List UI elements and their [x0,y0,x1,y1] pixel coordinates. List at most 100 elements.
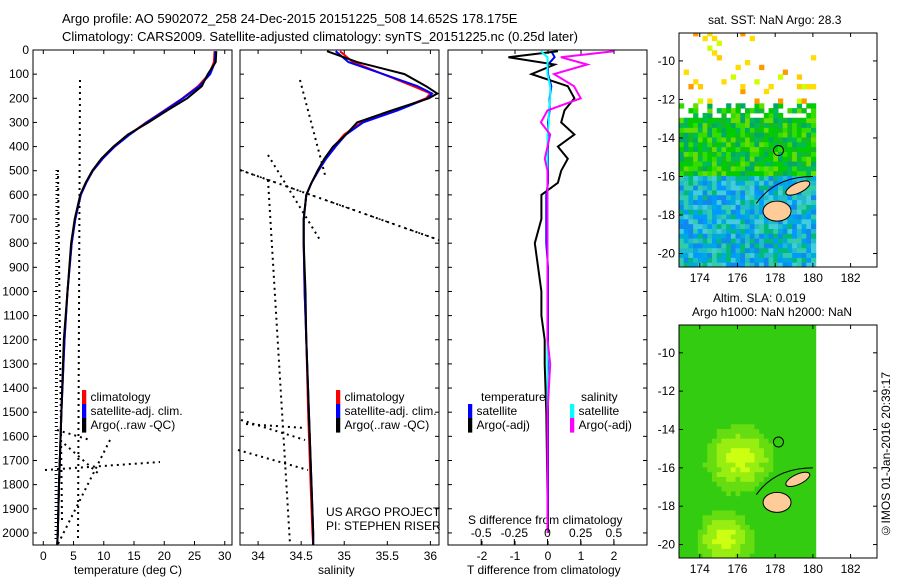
map-cell [679,490,685,497]
map-cell [782,428,788,434]
map-cell [716,447,722,454]
y-tick-label: 400 [9,140,29,154]
map-cell [712,438,718,444]
map-cell [716,332,722,338]
map-cell [745,108,751,114]
map-cell [754,146,760,152]
map-cell [792,390,798,396]
map-cell [796,84,803,90]
map-cell [763,238,770,244]
map-cell [754,98,760,104]
map-cell [749,409,755,415]
map-cell [693,452,699,458]
map-cell [773,165,779,172]
map-cell [697,490,704,497]
map-cell [787,399,793,406]
map-cell [811,127,817,133]
map-cell [730,433,737,439]
map-cell [716,548,722,554]
map-cell [782,233,788,239]
map-cell [693,394,699,401]
map-cell [730,257,737,263]
map-cell [763,199,770,205]
map-cell [796,452,803,458]
x-tick-label: 36 [424,549,438,563]
map-cell [778,423,784,430]
map-cell [811,151,817,157]
map-cell [693,262,699,267]
map-cell [801,462,807,468]
map-cell [801,325,807,329]
map-cell [679,151,685,157]
map-cell [796,399,803,406]
map-cell [735,252,741,258]
map-cell [782,375,788,382]
map-cell [697,170,704,177]
map-cell [754,127,760,133]
map-cell [679,548,685,554]
map-cell [707,371,713,377]
map-cell [745,161,751,167]
map-cell [702,247,708,254]
map-cell [778,390,784,396]
map-cell [683,117,689,124]
map-cell [679,257,685,263]
map-cell [778,137,784,143]
y-tick-label: 500 [9,164,29,178]
map-cell [754,151,760,157]
map-cell [801,342,807,348]
map-cell [726,447,732,454]
map-cell [730,514,737,521]
map-cell [693,543,699,549]
map-cell [688,185,694,191]
map-cell [716,252,722,258]
map-cell [726,103,732,109]
map-cell [712,486,718,492]
map-cell [683,199,689,205]
y-tick-label: 1000 [2,284,29,298]
map-cell [688,325,694,329]
map-cell [778,175,784,181]
map-cell [693,534,699,540]
map-cell [716,156,722,162]
map-cell [801,457,807,463]
map-cell [693,180,699,186]
map-cell [796,553,803,558]
map-cell [787,247,793,254]
map-cell [716,529,722,535]
map-cell [735,553,741,558]
map-cell [768,548,774,554]
map-cell [716,161,722,167]
map-cell [740,486,746,492]
map-cell [773,112,779,119]
map-cell [740,112,746,119]
map-cell [697,505,704,511]
map-cell [693,233,699,239]
map-cell [759,175,765,181]
map-cell [688,447,694,454]
map-cell [792,252,798,258]
map-cell [735,337,741,343]
map-cell [745,409,751,415]
map-cell [693,247,699,254]
map-cell [702,380,708,386]
map-cell [792,122,798,128]
map-cell [693,361,699,367]
map-cell [721,185,727,191]
map-cell [721,447,727,454]
map-cell [801,347,807,353]
map-cell [792,332,798,338]
map-cell [697,423,704,430]
map-cell [792,394,798,401]
map-cell [730,108,737,114]
map-cell [740,233,746,239]
map-cell [806,390,812,396]
map-cell [740,524,746,530]
map-cell [792,548,798,554]
map-cell [693,257,699,263]
map-cell [768,524,774,530]
map-cell [773,262,779,267]
map-cell [740,543,746,549]
map-cell [763,117,770,124]
map-cell [716,185,722,191]
